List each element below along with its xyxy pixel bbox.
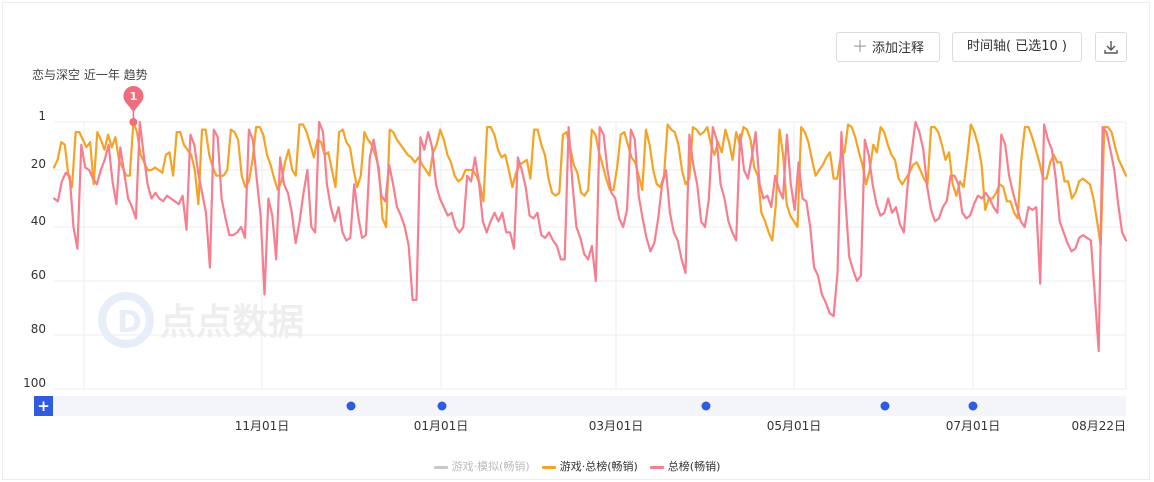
add-annotation-label: 添加注释	[872, 41, 925, 56]
trend-chart: D 点点数据 1 20 40 60 80 100 1 + 11月01日 01月01日 03月0…	[23, 86, 1128, 433]
download-button[interactable]	[1095, 32, 1127, 62]
chart-legend: 游戏·模拟(畅销) 游戏·总榜(畅销) 总榜(畅销)	[0, 458, 1154, 474]
y-tick-label: 1	[38, 109, 46, 123]
legend-item-1[interactable]: 游戏·总榜(畅销)	[541, 458, 638, 474]
series-line-1	[52, 120, 1128, 247]
y-tick-label: 60	[31, 268, 46, 282]
legend-swatch	[649, 465, 664, 469]
watermark: D 点点数据	[98, 292, 304, 348]
y-tick-label: 100	[23, 376, 46, 390]
series-lines	[52, 120, 1128, 353]
y-axis-ticks: 1 20 40 60 80 100	[23, 109, 46, 390]
y-tick-label: 80	[31, 322, 46, 336]
x-tick-label: 05月01日	[767, 419, 822, 433]
watermark-text: 点点数据	[160, 302, 304, 343]
grid-lines	[54, 121, 1127, 390]
x-tick-label: 01月01日	[414, 419, 469, 433]
legend-item-2[interactable]: 总榜(畅销)	[649, 458, 721, 474]
timeline-event-dot[interactable]	[880, 401, 890, 411]
legend-label: 总榜(畅销)	[667, 460, 721, 473]
timeline-button[interactable]: 时间轴( 已选10 )	[952, 32, 1082, 62]
timeline-event-dot[interactable]	[701, 401, 711, 411]
y-tick-label: 40	[31, 214, 46, 228]
annotation-marker[interactable]: 1	[123, 86, 144, 126]
x-tick-label: 03月01日	[589, 419, 644, 433]
legend-swatch	[433, 465, 448, 469]
timeline-label: 时间轴( 已选10 )	[967, 39, 1067, 54]
watermark-logo-ring	[98, 292, 154, 348]
plus-icon[interactable]: +	[37, 397, 50, 415]
legend-swatch	[541, 465, 556, 469]
timeline-bar: +	[34, 396, 1126, 416]
timeline-add-button[interactable]	[34, 396, 53, 416]
annotation-point	[129, 118, 138, 126]
x-tick-label: 11月01日	[235, 419, 290, 433]
timeline-event-dot[interactable]	[968, 401, 978, 411]
legend-label: 游戏·总榜(畅销)	[559, 460, 638, 473]
x-tick-label: 08月22日	[1071, 419, 1126, 433]
legend-label: 游戏·模拟(畅销)	[451, 460, 530, 473]
watermark-logo-letter: D	[117, 305, 142, 340]
timeline-event-dot[interactable]	[437, 401, 447, 411]
timeline-event-dot[interactable]	[346, 401, 356, 411]
annotation-pin-icon[interactable]	[123, 86, 144, 112]
legend-item-0[interactable]: 游戏·模拟(畅销)	[433, 458, 530, 474]
chart-subtitle: 恋与深空 近一年 趋势	[32, 68, 148, 82]
timeline-track[interactable]	[53, 396, 1126, 416]
plus-icon: ＋	[851, 37, 868, 56]
y-tick-label: 20	[31, 157, 46, 171]
annotation-label: 1	[130, 90, 138, 103]
download-icon	[1104, 41, 1118, 54]
series-line-2	[52, 120, 1128, 353]
x-axis-ticks: 11月01日 01月01日 03月01日 05月01日 07月01日 08月22日	[235, 419, 1126, 433]
x-tick-label: 07月01日	[946, 419, 1001, 433]
add-annotation-button[interactable]: ＋ 添加注释	[836, 32, 940, 62]
